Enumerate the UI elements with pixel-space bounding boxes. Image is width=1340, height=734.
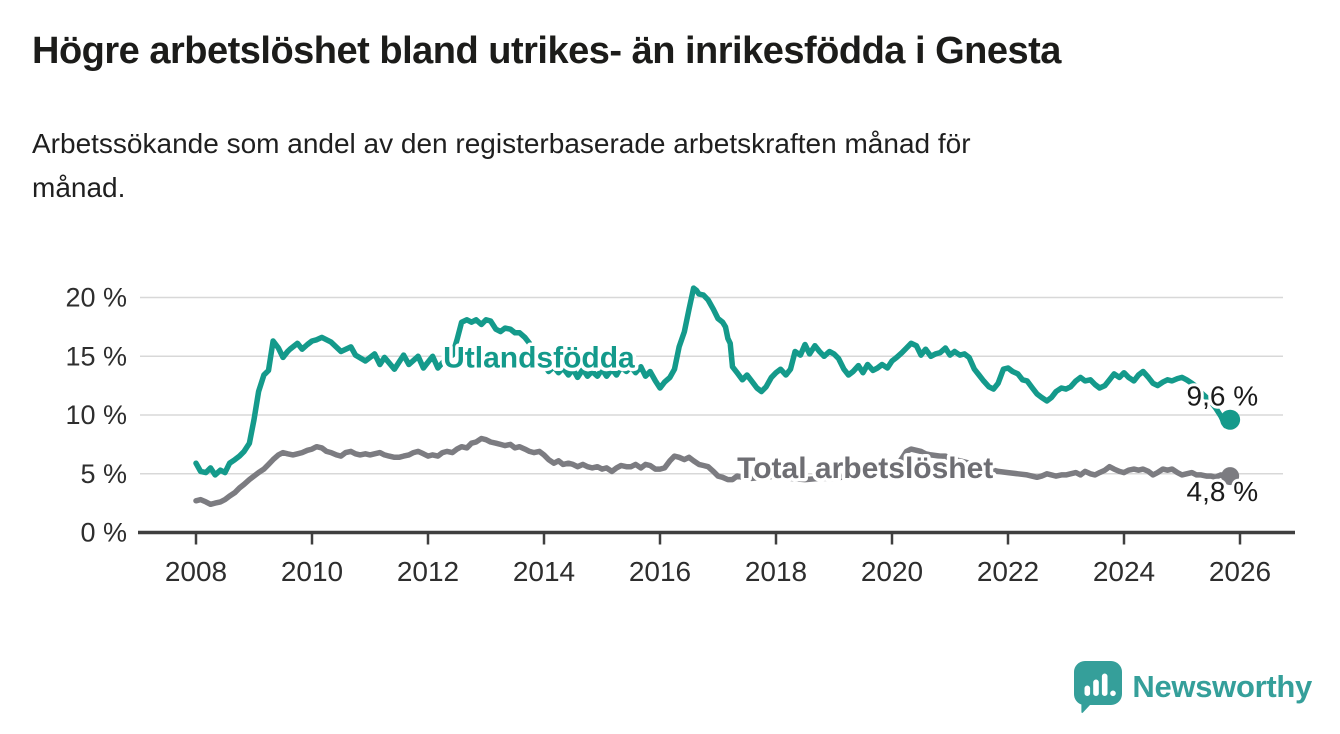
utlandsfodda-line — [193, 285, 1233, 478]
newsworthy-branding: Newsworthy — [1073, 660, 1312, 714]
x-tick-label: 2008 — [165, 556, 227, 587]
x-tick-label: 2024 — [1093, 556, 1155, 587]
newsworthy-logo-icon — [1074, 661, 1123, 714]
x-tick-label: 2012 — [397, 556, 459, 587]
x-tick-label: 2026 — [1209, 556, 1271, 587]
utlandsfodda-series-label: Utlandsfödda — [443, 341, 635, 374]
utlandsfodda-end-dot — [1220, 409, 1241, 430]
x-tick-label: 2020 — [861, 556, 923, 587]
x-tick-label: 2018 — [745, 556, 807, 587]
newsworthy-logo-text: Newsworthy — [1132, 669, 1312, 704]
total-end-dot — [1221, 467, 1240, 486]
total-series-label: Total arbetslöshet — [737, 452, 993, 485]
x-tick-label: 2022 — [977, 556, 1039, 587]
bar-chart-glyph — [1084, 673, 1117, 697]
total-value-label: 4,8 % — [1187, 476, 1259, 507]
page-subtitle: Arbetssökande som andel av den registerb… — [32, 128, 971, 203]
x-tick-label: 2014 — [513, 556, 575, 587]
y-tick-label: 0 % — [80, 518, 127, 548]
total-line — [193, 435, 1233, 508]
x-tick-label: 2010 — [281, 556, 343, 587]
page-title: Högre arbetslöshet bland utrikes- än inr… — [32, 30, 1061, 72]
y-tick-label: 5 % — [80, 459, 127, 489]
y-tick-label: 10 % — [65, 400, 127, 430]
y-tick-label: 15 % — [65, 341, 127, 371]
utlandsfodda-value-label: 9,6 % — [1187, 381, 1259, 412]
x-tick-label: 2016 — [629, 556, 691, 587]
y-tick-label: 20 % — [65, 283, 127, 313]
